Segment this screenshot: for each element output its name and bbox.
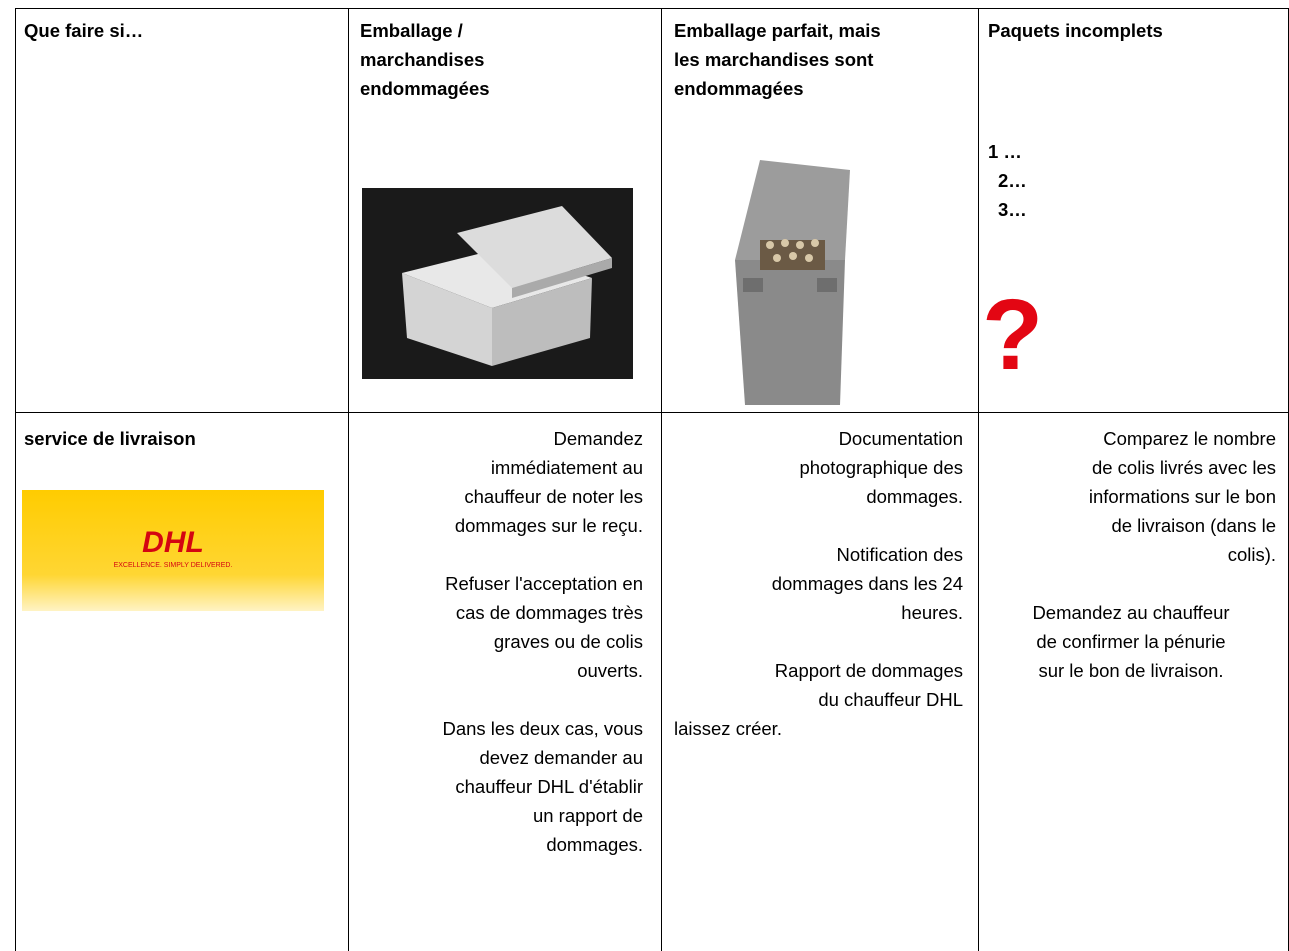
text-line: de livraison (dans le: [1111, 515, 1276, 536]
text-line: chauffeur de noter les: [464, 486, 643, 507]
text-line: chauffeur DHL d'établir: [455, 776, 643, 797]
paragraph: Demandez immédiatement au chauffeur de not…: [360, 424, 643, 540]
text-line: Dans les deux cas, vous: [442, 718, 643, 739]
paragraph: Documentation photographique des dommages.: [674, 424, 963, 511]
crate-image: [735, 160, 850, 405]
border: [15, 412, 1289, 413]
step: 3…: [998, 199, 1027, 220]
text-line: devez demander au: [479, 747, 643, 768]
paragraph: Refuser l'acceptation en cas de dommages …: [360, 569, 643, 685]
question-mark: ?: [982, 279, 1044, 391]
text-line: sur le bon de livraison.: [1038, 660, 1224, 681]
corner-header: Que faire si…: [24, 20, 144, 41]
dhl-logo: DHL EXCELLENCE. SIMPLY DELIVERED.: [22, 490, 324, 611]
header-line: Emballage parfait, mais: [674, 20, 881, 41]
text-line: dommages sur le reçu.: [454, 515, 643, 536]
text-line: Comparez le nombre: [1103, 428, 1276, 449]
header-line: endommagées: [674, 78, 804, 99]
text-line: Demandez au chauffeur: [1032, 602, 1230, 623]
text-line: Notification des: [836, 544, 963, 565]
text-line: laissez créer.: [674, 718, 782, 739]
text-line: immédiatement au: [490, 457, 643, 478]
cell: Comparez le nombre de colis livrés avec l…: [986, 424, 1276, 714]
text-line: cas de dommages très: [455, 602, 643, 623]
paragraph: Dans les deux cas, vous devez demander au…: [360, 714, 643, 859]
cell: Demandez immédiatement au chauffeur de not…: [360, 424, 643, 888]
text-line: graves ou de colis: [493, 631, 643, 652]
step: 1 …: [988, 141, 1022, 162]
text-line: dommages.: [866, 486, 963, 507]
text-line: heures.: [901, 602, 963, 623]
border: [978, 8, 979, 951]
text-line: Rapport de dommages: [774, 660, 963, 681]
foam-box-image: [362, 188, 633, 379]
text-line: Documentation: [838, 428, 963, 449]
header-line: endommagées: [360, 78, 490, 99]
text-line: du chauffeur DHL: [818, 689, 963, 710]
text-line: photographique des: [799, 457, 963, 478]
paragraph: Demandez au chauffeur de confirmer la pén…: [986, 598, 1276, 685]
text-line: de colis livrés avec les: [1091, 457, 1276, 478]
logo-brand: DHL: [142, 526, 204, 559]
row-header: service de livraison: [24, 428, 196, 449]
border: [661, 8, 662, 951]
header-line: marchandises: [360, 49, 485, 70]
text-line: ouverts.: [577, 660, 643, 681]
text-line: Demandez: [553, 428, 643, 449]
text-line: colis).: [1227, 544, 1276, 565]
column-header: Emballage parfait, mais les marchandises …: [674, 16, 881, 103]
header-line: Paquets incomplets: [988, 20, 1163, 41]
steps: 1 … 2… 3…: [988, 137, 1027, 224]
text-line: un rapport de: [532, 805, 643, 826]
header-line: Emballage /: [360, 20, 463, 41]
logo-tagline: EXCELLENCE. SIMPLY DELIVERED.: [114, 562, 233, 569]
text-line: Refuser l'acceptation en: [445, 573, 643, 594]
border: [15, 8, 16, 951]
step: 2…: [998, 170, 1027, 191]
text-line: dommages.: [546, 834, 643, 855]
paragraph: Rapport de dommages du chauffeur DHL laiss…: [674, 656, 963, 743]
paragraph: Comparez le nombre de colis livrés avec l…: [986, 424, 1276, 569]
text-line: informations sur le bon: [1088, 486, 1276, 507]
column-header: Paquets incomplets: [988, 16, 1163, 45]
border: [15, 8, 1289, 9]
header-line: les marchandises sont: [674, 49, 874, 70]
text-line: de confirmer la pénurie: [1036, 631, 1226, 652]
cell: Documentation photographique des dommages.…: [674, 424, 963, 772]
text-line: dommages dans les 24: [771, 573, 963, 594]
paragraph: Notification des dommages dans les 24 heur…: [674, 540, 963, 627]
border: [348, 8, 349, 951]
column-header: Emballage / marchandises endommagées: [360, 16, 490, 103]
